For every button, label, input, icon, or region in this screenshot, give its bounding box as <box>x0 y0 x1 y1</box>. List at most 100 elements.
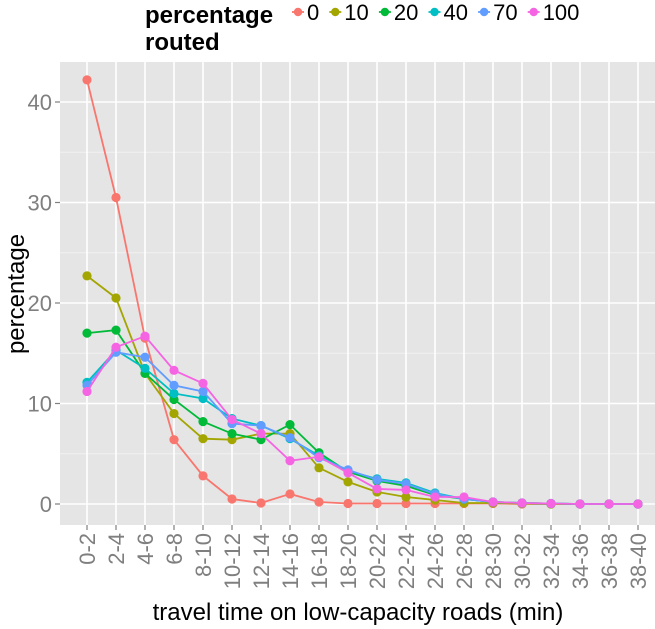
x-tick-label: 30-32 <box>510 533 535 589</box>
data-point <box>517 498 527 508</box>
y-tick-label: 40 <box>28 90 52 115</box>
data-point <box>140 352 150 362</box>
legend-title-line1: percentage <box>145 2 273 29</box>
data-point <box>343 477 353 487</box>
y-axis-ticks: 0 10 20 30 40 <box>28 90 60 517</box>
legend-item-20: 20 <box>378 0 418 25</box>
legend-label: 70 <box>493 0 517 25</box>
x-tick-label: 12-14 <box>249 533 274 589</box>
x-tick-label: 14-16 <box>278 533 303 589</box>
y-tick-label: 30 <box>28 191 52 216</box>
x-tick-label: 28-30 <box>481 533 506 589</box>
data-point <box>430 492 440 502</box>
data-point <box>227 429 237 439</box>
data-point <box>285 420 295 430</box>
data-point <box>575 499 585 509</box>
legend-key-point <box>380 7 390 17</box>
legend-label: 20 <box>394 0 418 25</box>
x-tick-label: 24-26 <box>423 533 448 589</box>
data-point <box>546 498 556 509</box>
legend-item-100: 100 <box>527 0 580 25</box>
legend-item-70: 70 <box>478 0 518 25</box>
x-tick-label: 16-18 <box>307 533 332 589</box>
legend-key-point <box>529 7 538 17</box>
x-tick-label: 2-4 <box>104 533 129 565</box>
x-tick-label: 26-28 <box>452 533 477 589</box>
data-point <box>198 471 208 481</box>
data-point <box>198 378 208 388</box>
legend-key-point <box>293 7 303 17</box>
x-tick-label: 0-2 <box>75 533 100 565</box>
data-point <box>198 434 208 444</box>
series-100 <box>82 331 643 509</box>
data-point <box>314 497 324 507</box>
legend-label: 40 <box>444 0 468 25</box>
data-point <box>314 452 324 462</box>
data-point <box>343 468 353 478</box>
y-axis-label: percentage <box>3 234 30 354</box>
x-axis-ticks: 0-2 2-4 4-6 6-8 8-10 10-12 12-14 14-16 16-18 18-2… <box>75 525 651 589</box>
data-point <box>256 498 266 508</box>
data-point <box>633 499 643 509</box>
legend-label: 10 <box>344 0 368 25</box>
data-point <box>169 408 179 419</box>
data-point <box>459 492 469 502</box>
legend: percentage routed 0 10 20 40 70 100 <box>145 0 579 56</box>
legend-title-line2: routed <box>145 29 220 56</box>
x-tick-label: 6-8 <box>162 533 187 565</box>
x-tick-label: 10-12 <box>220 533 245 589</box>
data-point <box>111 325 121 335</box>
data-point <box>372 475 382 485</box>
data-point <box>401 485 411 495</box>
y-tick-label: 20 <box>28 291 52 316</box>
x-tick-label: 34-36 <box>568 533 593 589</box>
data-point <box>82 75 92 85</box>
data-point <box>140 331 150 341</box>
data-point <box>82 386 92 397</box>
legend-items: 0 10 20 40 70 100 <box>292 0 579 25</box>
legend-key-point <box>479 7 489 17</box>
legend-item-40: 40 <box>428 0 468 25</box>
data-point <box>140 363 150 373</box>
data-point <box>227 414 237 425</box>
legend-key-point <box>430 7 439 17</box>
data-point <box>285 433 295 443</box>
y-tick-label: 10 <box>28 392 52 417</box>
x-tick-label: 36-38 <box>597 533 622 589</box>
series-line <box>86 335 638 505</box>
x-tick-label: 38-40 <box>626 533 651 589</box>
grid-minor <box>60 151 655 455</box>
y-tick-label: 0 <box>40 492 52 517</box>
legend-item-0: 0 <box>292 0 319 25</box>
data-point <box>285 456 295 466</box>
data-point <box>82 328 92 338</box>
data-point <box>82 271 92 281</box>
data-point <box>343 498 353 509</box>
data-point <box>169 435 179 445</box>
data-point <box>372 498 382 509</box>
data-point <box>604 499 614 509</box>
data-point <box>169 365 179 375</box>
plot-panel <box>60 62 655 525</box>
data-point <box>401 498 411 509</box>
x-tick-label: 22-24 <box>394 533 419 589</box>
data-point <box>198 416 208 427</box>
legend-item-10: 10 <box>329 0 369 25</box>
x-tick-label: 4-6 <box>133 533 158 565</box>
x-tick-label: 8-10 <box>191 533 216 577</box>
data-point <box>111 293 121 303</box>
data-point <box>169 388 179 399</box>
data-point <box>198 393 208 404</box>
data-point <box>314 463 324 473</box>
x-tick-label: 32-34 <box>539 533 564 589</box>
legend-label: 100 <box>543 0 580 25</box>
data-point <box>488 497 498 507</box>
data-point <box>198 386 208 397</box>
data-point <box>256 421 266 431</box>
data-point <box>256 429 266 439</box>
x-tick-label: 18-20 <box>336 533 361 589</box>
legend-key-point <box>331 7 340 17</box>
data-point <box>285 489 295 499</box>
data-point <box>111 192 121 203</box>
